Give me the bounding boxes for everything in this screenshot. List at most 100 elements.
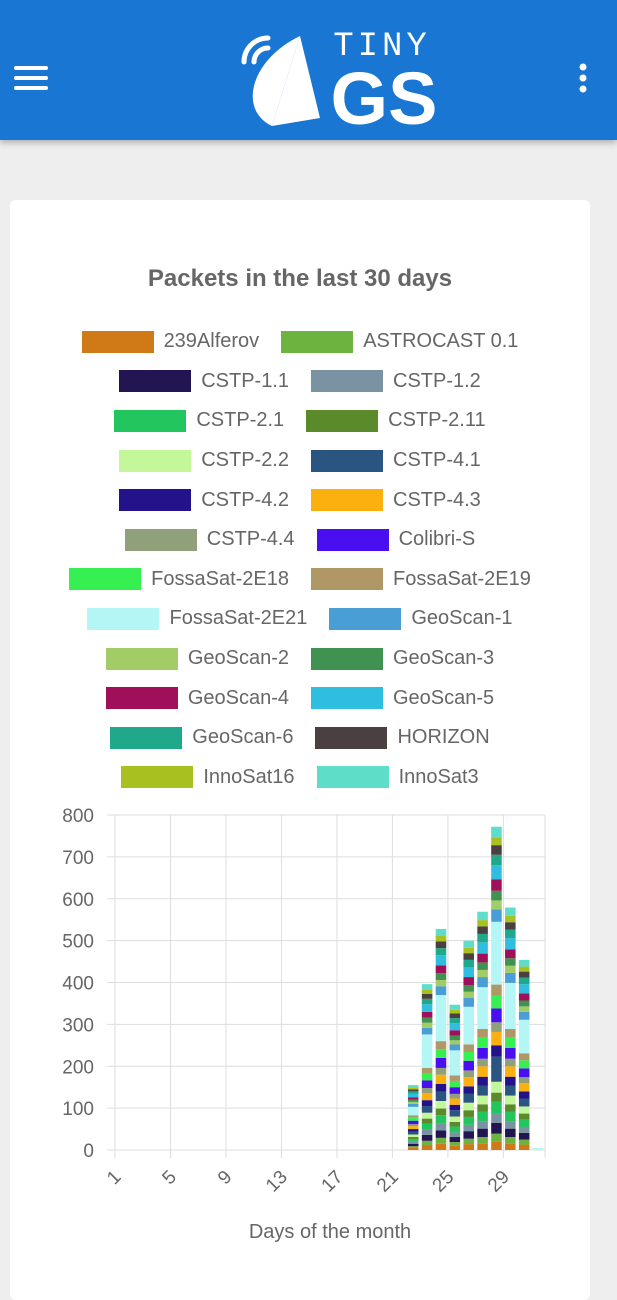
bar-segment — [491, 921, 502, 985]
legend-item[interactable]: CSTP-4.3 — [311, 480, 481, 520]
bar-segment — [518, 1106, 530, 1114]
bar-segment — [435, 948, 447, 956]
bar-segment — [449, 1087, 461, 1094]
bar-segment — [449, 1142, 461, 1146]
bar-segment — [532, 1147, 544, 1150]
bar-segment — [505, 1076, 516, 1086]
legend-label: InnoSat16 — [203, 765, 295, 788]
bar-segment — [435, 973, 447, 980]
legend-swatch — [316, 766, 389, 789]
y-tick-label: 800 — [62, 806, 94, 827]
bar-segment — [421, 1112, 433, 1119]
legend-label: CSTP-2.2 — [201, 449, 289, 472]
bar-segment — [407, 1139, 419, 1142]
bar-segment — [518, 1077, 530, 1083]
legend-label: GeoScan-1 — [411, 607, 513, 630]
bar-segment — [449, 1104, 461, 1111]
legend-item[interactable]: GeoScan-2 — [105, 639, 289, 679]
bar-segment — [518, 1019, 530, 1054]
bar-segment — [505, 1085, 516, 1096]
bar-segment — [463, 991, 474, 998]
bar-segment — [491, 984, 502, 996]
bar-segment — [435, 1067, 447, 1075]
legend-item[interactable]: CSTP-2.11 — [306, 401, 486, 441]
legend-swatch — [311, 568, 383, 591]
bar-segment — [407, 1115, 419, 1118]
legend-item[interactable]: CSTP-4.2 — [119, 480, 289, 520]
legend-swatch — [87, 607, 160, 630]
bar-segment — [491, 995, 502, 1009]
legend-swatch — [306, 409, 379, 432]
legend-item[interactable]: Colibri-S — [316, 520, 475, 560]
bar-segment — [477, 926, 488, 934]
bar-segment — [421, 1088, 433, 1094]
legend-item[interactable]: ASTROCAST 0.1 — [281, 322, 518, 362]
legend-item[interactable]: GeoScan-5 — [311, 678, 494, 718]
menu-button[interactable] — [14, 66, 48, 90]
legend-item[interactable]: 239Alferov — [81, 322, 259, 362]
bar-segment — [477, 920, 488, 927]
bar-segment — [491, 826, 502, 838]
bar-segment — [435, 1074, 447, 1084]
legend-label: ASTROCAST 0.1 — [363, 330, 519, 353]
bar-segment — [407, 1137, 419, 1140]
bar-segment — [491, 865, 502, 880]
legend-item[interactable]: CSTP-4.4 — [124, 520, 295, 560]
y-tick-label: 200 — [62, 1057, 94, 1078]
bar-segment — [477, 1121, 488, 1129]
bar-segment — [449, 1030, 461, 1036]
bar-segment — [421, 1100, 433, 1107]
bar-segment — [421, 1093, 433, 1101]
legend-item[interactable]: FossaSat-2E18 — [69, 560, 289, 600]
bar-segment — [449, 1145, 461, 1150]
legend-item[interactable]: FossaSat-2E19 — [311, 560, 531, 600]
bar-segment — [449, 1023, 461, 1031]
bar-segment — [491, 837, 502, 846]
legend-item[interactable]: GeoScan-3 — [311, 639, 494, 679]
chart-title: Packets in the last 30 days — [148, 265, 452, 292]
bar-segment — [435, 1101, 447, 1109]
bar-segment — [463, 977, 474, 986]
legend-item[interactable]: GeoScan-4 — [105, 678, 289, 718]
bar-segment — [505, 929, 516, 939]
legend-item[interactable]: FossaSat-2E21 — [87, 599, 307, 639]
legend-label: GeoScan-5 — [393, 686, 495, 709]
bar-segment — [449, 1050, 461, 1076]
bar-segment — [463, 953, 474, 960]
legend-item[interactable]: CSTP-2.1 — [114, 401, 284, 441]
bar-segment — [407, 1097, 419, 1100]
legend-item[interactable]: CSTP-2.2 — [119, 441, 289, 481]
legend-item[interactable]: GeoScan-1 — [329, 599, 513, 639]
bar-segment — [518, 993, 530, 1001]
bar-segment — [407, 1146, 419, 1148]
bar-segment — [518, 959, 530, 967]
legend-item[interactable]: CSTP-1.1 — [119, 362, 289, 402]
legend-item[interactable]: HORIZON — [315, 718, 490, 758]
bar-segment — [463, 947, 474, 954]
bar-segment — [518, 966, 530, 972]
legend-item[interactable]: CSTP-4.1 — [311, 441, 481, 481]
bar-segment — [435, 1143, 447, 1150]
legend-item[interactable]: CSTP-1.2 — [311, 362, 481, 402]
legend-label: CSTP-4.3 — [393, 488, 481, 511]
legend-swatch — [110, 726, 183, 749]
bar-segment — [449, 1137, 461, 1143]
bar-segment — [491, 1122, 502, 1134]
bar-segment — [463, 985, 474, 992]
legend-item[interactable]: GeoScan-6 — [110, 718, 293, 758]
bar-segment — [435, 1108, 447, 1116]
legend-item[interactable]: InnoSat16 — [121, 758, 295, 798]
bar-segment — [477, 1104, 488, 1112]
legend-swatch — [281, 330, 354, 353]
legend-label: FossaSat-2E21 — [169, 607, 308, 630]
bar-segment — [463, 959, 474, 968]
more-button[interactable] — [579, 63, 587, 93]
bar-segment — [491, 1141, 502, 1150]
bar-segment — [435, 941, 447, 949]
legend-swatch — [311, 489, 383, 512]
legend-swatch — [315, 726, 388, 749]
bar-segment — [505, 915, 516, 923]
legend-item[interactable]: InnoSat3 — [316, 758, 479, 798]
bar-segment — [505, 1121, 516, 1129]
